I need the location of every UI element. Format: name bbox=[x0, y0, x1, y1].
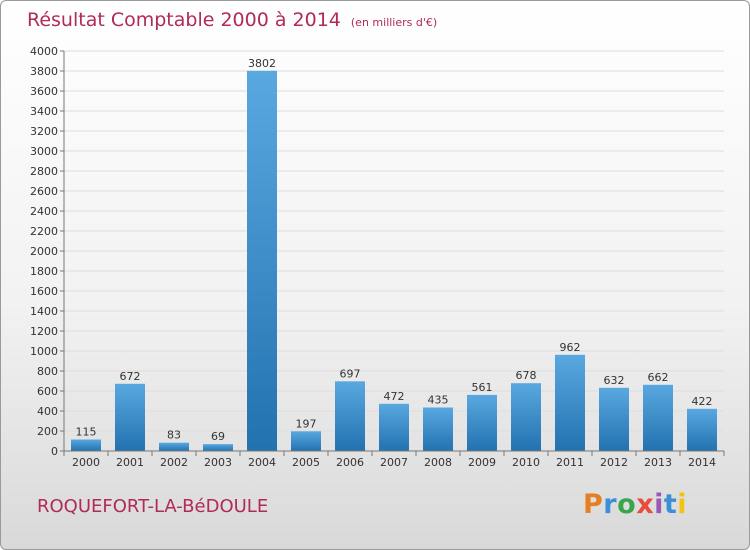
x-tick-label-2005: 2005 bbox=[292, 456, 320, 469]
bar-2014 bbox=[687, 408, 717, 451]
bar-2012 bbox=[599, 387, 629, 451]
data-labels: 115 672 83 69 3802 197 697 472 435 561 678 962 632 66… bbox=[76, 57, 713, 443]
y-tick-label: 1200 bbox=[30, 325, 58, 338]
bar-2013 bbox=[643, 384, 673, 451]
y-tick-label: 200 bbox=[37, 425, 58, 438]
y-tick-label: 1600 bbox=[30, 285, 58, 298]
logo-letter: o bbox=[617, 489, 637, 520]
data-label-2009: 561 bbox=[472, 381, 493, 394]
data-label-2012: 632 bbox=[604, 374, 625, 387]
x-tick-label-2004: 2004 bbox=[248, 456, 276, 469]
data-label-2001: 672 bbox=[120, 370, 141, 383]
commune-name: ROQUEFORT-LA-BéDOULE bbox=[37, 496, 269, 517]
x-tick-label-2000: 2000 bbox=[72, 456, 100, 469]
bar-2000 bbox=[71, 439, 101, 451]
x-tick-label-2003: 2003 bbox=[204, 456, 232, 469]
y-tick-label: 3800 bbox=[30, 65, 58, 78]
logo-letter: i bbox=[677, 489, 688, 520]
x-tick-label-2013: 2013 bbox=[644, 456, 672, 469]
proxiti-logo: Proxiti bbox=[583, 489, 687, 520]
data-label-2000: 115 bbox=[76, 426, 97, 439]
logo-letter: x bbox=[636, 489, 655, 520]
bar-2009 bbox=[467, 394, 497, 451]
bars bbox=[71, 70, 717, 452]
x-tick-label-2012: 2012 bbox=[600, 456, 628, 469]
logo-letter: t bbox=[663, 489, 678, 520]
x-tick-label-2001: 2001 bbox=[116, 456, 144, 469]
y-tick-label: 2400 bbox=[30, 205, 58, 218]
bar-2005 bbox=[291, 431, 321, 451]
y-tick-label: 800 bbox=[37, 365, 58, 378]
data-label-2010: 678 bbox=[516, 369, 537, 382]
data-label-2014: 422 bbox=[692, 395, 713, 408]
x-tick-label-2006: 2006 bbox=[336, 456, 364, 469]
data-label-2011: 962 bbox=[560, 341, 581, 354]
data-label-2013: 662 bbox=[648, 371, 669, 384]
y-tick-label: 1000 bbox=[30, 345, 58, 358]
logo-letter: P bbox=[583, 489, 604, 520]
title-text: Résultat Comptable 2000 à 2014 bbox=[27, 9, 341, 31]
data-label-2004: 3802 bbox=[248, 57, 276, 70]
bar-2003 bbox=[203, 444, 233, 451]
x-tick-label-2009: 2009 bbox=[468, 456, 496, 469]
bar-2011 bbox=[555, 354, 585, 451]
data-label-2008: 435 bbox=[428, 394, 449, 407]
x-tick-label-2008: 2008 bbox=[424, 456, 452, 469]
y-tick-label: 400 bbox=[37, 405, 58, 418]
y-tick-label: 3000 bbox=[30, 145, 58, 158]
y-tick-label: 2000 bbox=[30, 245, 58, 258]
y-tick-label: 4000 bbox=[30, 45, 58, 58]
x-axis-ticks: 2000 2001 2002 2003 2004 2005 2006 2007 2008 2009… bbox=[63, 451, 725, 469]
logo-letter: r bbox=[603, 489, 618, 520]
data-label-2006: 697 bbox=[340, 367, 361, 380]
data-label-2003: 69 bbox=[211, 430, 225, 443]
bar-2007 bbox=[379, 403, 409, 451]
x-tick-label-2011: 2011 bbox=[556, 456, 584, 469]
data-label-2007: 472 bbox=[384, 390, 405, 403]
unit-label: (en milliers d'€) bbox=[350, 16, 438, 29]
y-tick-label: 2200 bbox=[30, 225, 58, 238]
x-tick-label-2007: 2007 bbox=[380, 456, 408, 469]
y-axis-ticks: 0 200 400 600 800 1000 1200 1400 1600 1800 2000 220… bbox=[30, 45, 64, 458]
bar-2001 bbox=[115, 383, 145, 451]
y-tick-label: 3200 bbox=[30, 125, 58, 138]
x-tick-label-2010: 2010 bbox=[512, 456, 540, 469]
x-tick-label-2014: 2014 bbox=[688, 456, 716, 469]
y-tick-label: 1400 bbox=[30, 305, 58, 318]
data-label-2002: 83 bbox=[167, 429, 181, 442]
y-tick-label: 2600 bbox=[30, 185, 58, 198]
bar-2008 bbox=[423, 407, 453, 451]
bar-2006 bbox=[335, 381, 365, 451]
y-tick-label: 3600 bbox=[30, 85, 58, 98]
data-label-2005: 197 bbox=[296, 417, 317, 430]
x-tick-label-2002: 2002 bbox=[160, 456, 188, 469]
y-tick-label: 2800 bbox=[30, 165, 58, 178]
y-tick-label: 3400 bbox=[30, 105, 58, 118]
logo-letter: i bbox=[654, 489, 664, 520]
bar-2002 bbox=[159, 442, 189, 451]
y-tick-label: 0 bbox=[51, 445, 58, 458]
y-tick-label: 1800 bbox=[30, 265, 58, 278]
bar-2004 bbox=[247, 70, 277, 452]
chart-title: Résultat Comptable 2000 à 2014 (en millie… bbox=[27, 9, 437, 31]
y-tick-label: 600 bbox=[37, 385, 58, 398]
bar-2010 bbox=[511, 383, 541, 451]
